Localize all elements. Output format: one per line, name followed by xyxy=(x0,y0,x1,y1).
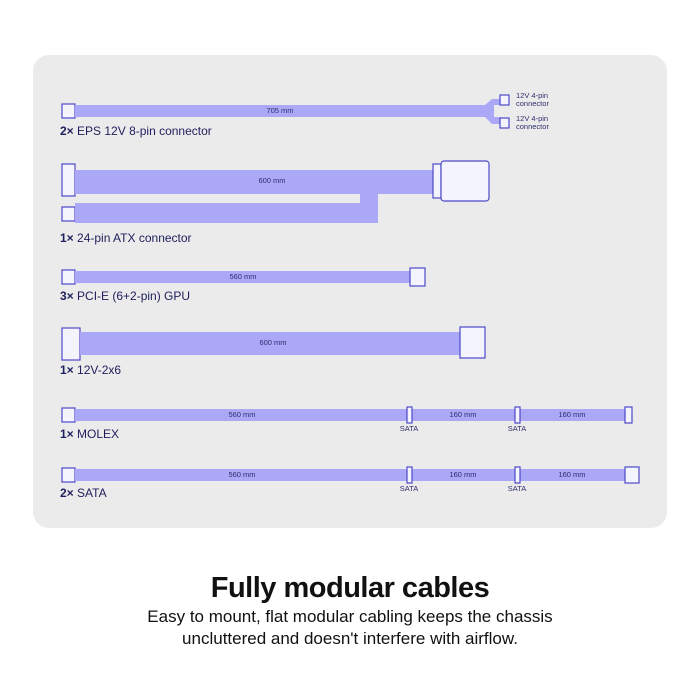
connector xyxy=(514,466,521,484)
cable-label: 1× 24-pin ATX connector xyxy=(60,231,192,245)
connector xyxy=(409,267,426,287)
connector xyxy=(61,103,76,119)
cable xyxy=(75,409,625,421)
connector xyxy=(499,117,510,129)
length: 160 mm xyxy=(449,470,476,479)
name: 12V-2x6 xyxy=(77,363,121,377)
connector xyxy=(61,269,76,285)
cable xyxy=(75,271,410,283)
length: 560 mm xyxy=(228,470,255,479)
name: SATA xyxy=(77,486,107,500)
cable xyxy=(75,105,485,117)
cable-molex: 560 mm 160 mm 160 mm SATA SATA 1× MOLEX xyxy=(60,406,633,441)
connector xyxy=(61,327,81,361)
connector xyxy=(406,466,413,484)
connector xyxy=(61,407,76,423)
cable-label: 1× 12V-2x6 xyxy=(60,363,121,377)
cable xyxy=(360,190,378,223)
subtitle: uncluttered and doesn't interfere with a… xyxy=(182,629,518,648)
title: Fully modular cables xyxy=(211,572,489,604)
count: 1× xyxy=(60,231,74,245)
connector-label: 12V 4-pin connector xyxy=(516,114,550,131)
subtitle: Easy to mount, flat modular cabling keep… xyxy=(147,607,552,626)
length: 600 mm xyxy=(259,338,286,347)
tap-label: SATA xyxy=(508,484,526,493)
cable xyxy=(80,332,460,355)
cable xyxy=(75,203,378,223)
tap-label: SATA xyxy=(508,424,526,433)
length: 160 mm xyxy=(558,470,585,479)
connector-label: 12V 4-pin connector xyxy=(516,91,550,108)
split xyxy=(485,99,500,124)
cable-label: 2× SATA xyxy=(60,486,107,500)
name: EPS 12V 8-pin connector xyxy=(77,124,212,138)
connector xyxy=(440,160,490,202)
length: 160 mm xyxy=(449,410,476,419)
count: 3× xyxy=(60,289,74,303)
cable xyxy=(75,469,625,481)
count: 2× xyxy=(60,124,74,138)
length: 705 mm xyxy=(266,106,293,115)
count: 1× xyxy=(60,427,74,441)
length: 600 mm xyxy=(258,176,285,185)
connector xyxy=(459,326,486,359)
cable xyxy=(75,170,437,194)
cable-pcie: 560 mm 3× PCI-E (6+2-pin) GPU xyxy=(60,267,426,303)
connector xyxy=(499,94,510,106)
connector xyxy=(61,163,76,197)
length: 560 mm xyxy=(228,410,255,419)
count: 2× xyxy=(60,486,74,500)
length: 560 mm xyxy=(229,272,256,281)
name: 24-pin ATX connector xyxy=(77,231,192,245)
connector xyxy=(61,206,76,222)
connector xyxy=(514,406,521,424)
connector xyxy=(624,406,633,424)
cable-atx: 600 mm 1× 24-pin ATX connector xyxy=(60,160,490,245)
cable-eps: 705 mm 12V 4-pin connector 12V 4-pin con… xyxy=(60,91,550,138)
cable-label: 2× EPS 12V 8-pin connector xyxy=(60,124,212,138)
name: MOLEX xyxy=(77,427,119,441)
connector xyxy=(432,163,442,199)
tap-label: SATA xyxy=(400,484,418,493)
length: 160 mm xyxy=(558,410,585,419)
cable-sata: 560 mm 160 mm 160 mm SATA SATA 2× SATA xyxy=(60,466,640,500)
cable-12v2x6: 600 mm 1× 12V-2x6 xyxy=(60,326,486,377)
name: PCI-E (6+2-pin) GPU xyxy=(77,289,190,303)
tap-label: SATA xyxy=(400,424,418,433)
count: 1× xyxy=(60,363,74,377)
connector xyxy=(406,406,413,424)
cable-label: 1× MOLEX xyxy=(60,427,119,441)
connector xyxy=(624,466,640,484)
connector xyxy=(61,467,76,483)
cable-label: 3× PCI-E (6+2-pin) GPU xyxy=(60,289,190,303)
